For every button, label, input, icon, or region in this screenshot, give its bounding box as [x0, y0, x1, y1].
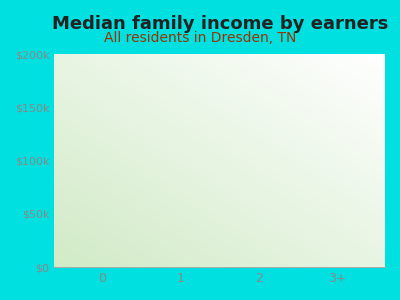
- Title: Median family income by earners: Median family income by earners: [52, 15, 388, 33]
- Text: All residents in Dresden, TN: All residents in Dresden, TN: [104, 32, 296, 46]
- Text: City-Data.com: City-Data.com: [260, 81, 334, 91]
- Bar: [316, 99, 360, 267]
- Bar: [80, 265, 123, 267]
- Bar: [159, 158, 202, 267]
- Bar: [238, 190, 281, 267]
